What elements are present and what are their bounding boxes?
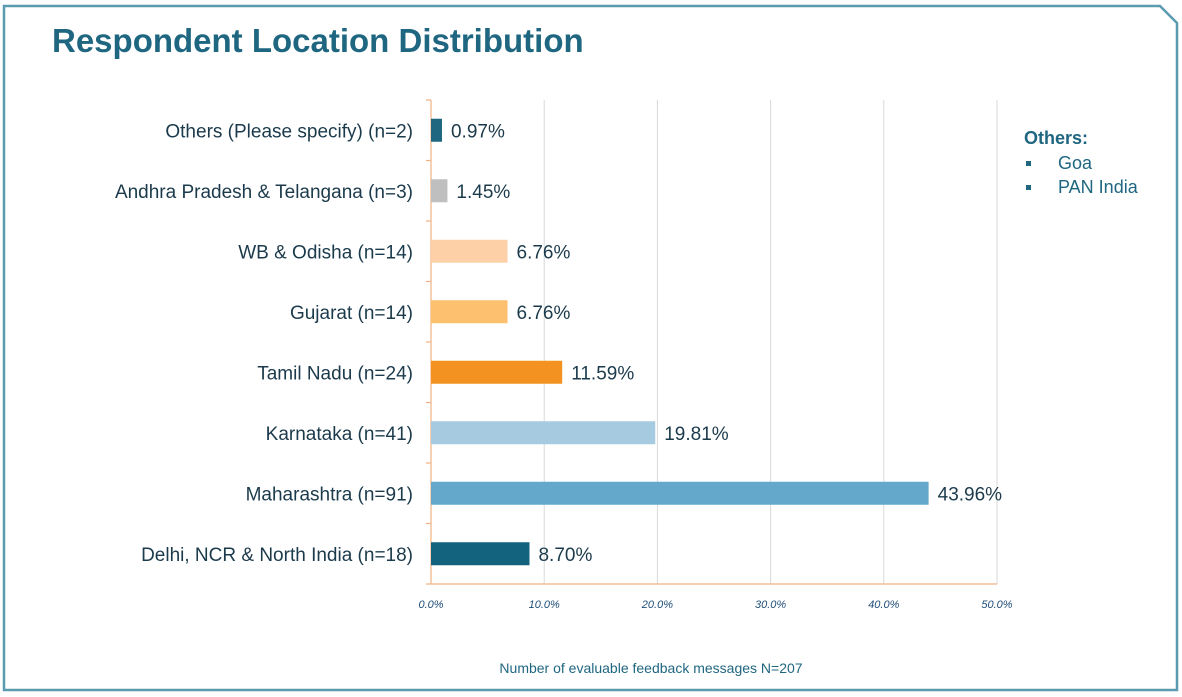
bar bbox=[431, 421, 656, 445]
bar bbox=[431, 481, 929, 505]
data-label: 43.96% bbox=[938, 484, 1003, 505]
x-tick-label: 10.0% bbox=[529, 599, 560, 611]
data-label: 11.59% bbox=[571, 363, 634, 384]
legend-item-label: Goa bbox=[1058, 153, 1093, 173]
bar bbox=[431, 300, 508, 324]
bar bbox=[431, 179, 448, 203]
data-label: 6.76% bbox=[517, 242, 571, 263]
category-label: Gujarat (n=14) bbox=[290, 303, 413, 324]
x-tick-label: 30.0% bbox=[755, 599, 786, 611]
legend-item-label: PAN India bbox=[1058, 177, 1138, 197]
legend-heading: Others: bbox=[1024, 128, 1089, 148]
legend-item-pan-india: PAN India bbox=[1024, 175, 1138, 199]
x-tick-label: 20.0% bbox=[641, 599, 673, 611]
category-label: WB & Odisha (n=14) bbox=[238, 242, 413, 263]
bullet-icon bbox=[1026, 160, 1031, 166]
category-label: Andhra Pradesh & Telangana (n=3) bbox=[115, 182, 413, 203]
footnote: Number of evaluable feedback messages N=… bbox=[499, 660, 803, 676]
category-label: Maharashtra (n=91) bbox=[246, 484, 413, 505]
x-tick-label: 0.0% bbox=[418, 599, 443, 611]
bar bbox=[431, 118, 442, 142]
data-label: 0.97% bbox=[451, 121, 505, 142]
bar bbox=[431, 239, 508, 263]
bar bbox=[431, 542, 530, 566]
page-title: Respondent Location Distribution bbox=[52, 22, 584, 59]
data-label: 8.70% bbox=[538, 545, 592, 566]
category-label: Tamil Nadu (n=24) bbox=[257, 363, 413, 384]
category-label: Karnataka (n=41) bbox=[266, 424, 413, 445]
category-label: Delhi, NCR & North India (n=18) bbox=[141, 545, 413, 566]
bullet-icon bbox=[1026, 184, 1031, 190]
x-tick-label: 40.0% bbox=[868, 599, 899, 611]
x-tick-label: 50.0% bbox=[981, 599, 1012, 611]
data-label: 1.45% bbox=[456, 182, 510, 203]
bar bbox=[431, 360, 563, 384]
category-label: Others (Please specify) (n=2) bbox=[165, 121, 413, 142]
data-label: 19.81% bbox=[664, 424, 729, 445]
legend-item-goa: Goa bbox=[1024, 151, 1138, 175]
data-label: 6.76% bbox=[517, 303, 571, 324]
others-legend: Others: Goa PAN India bbox=[1024, 128, 1138, 199]
